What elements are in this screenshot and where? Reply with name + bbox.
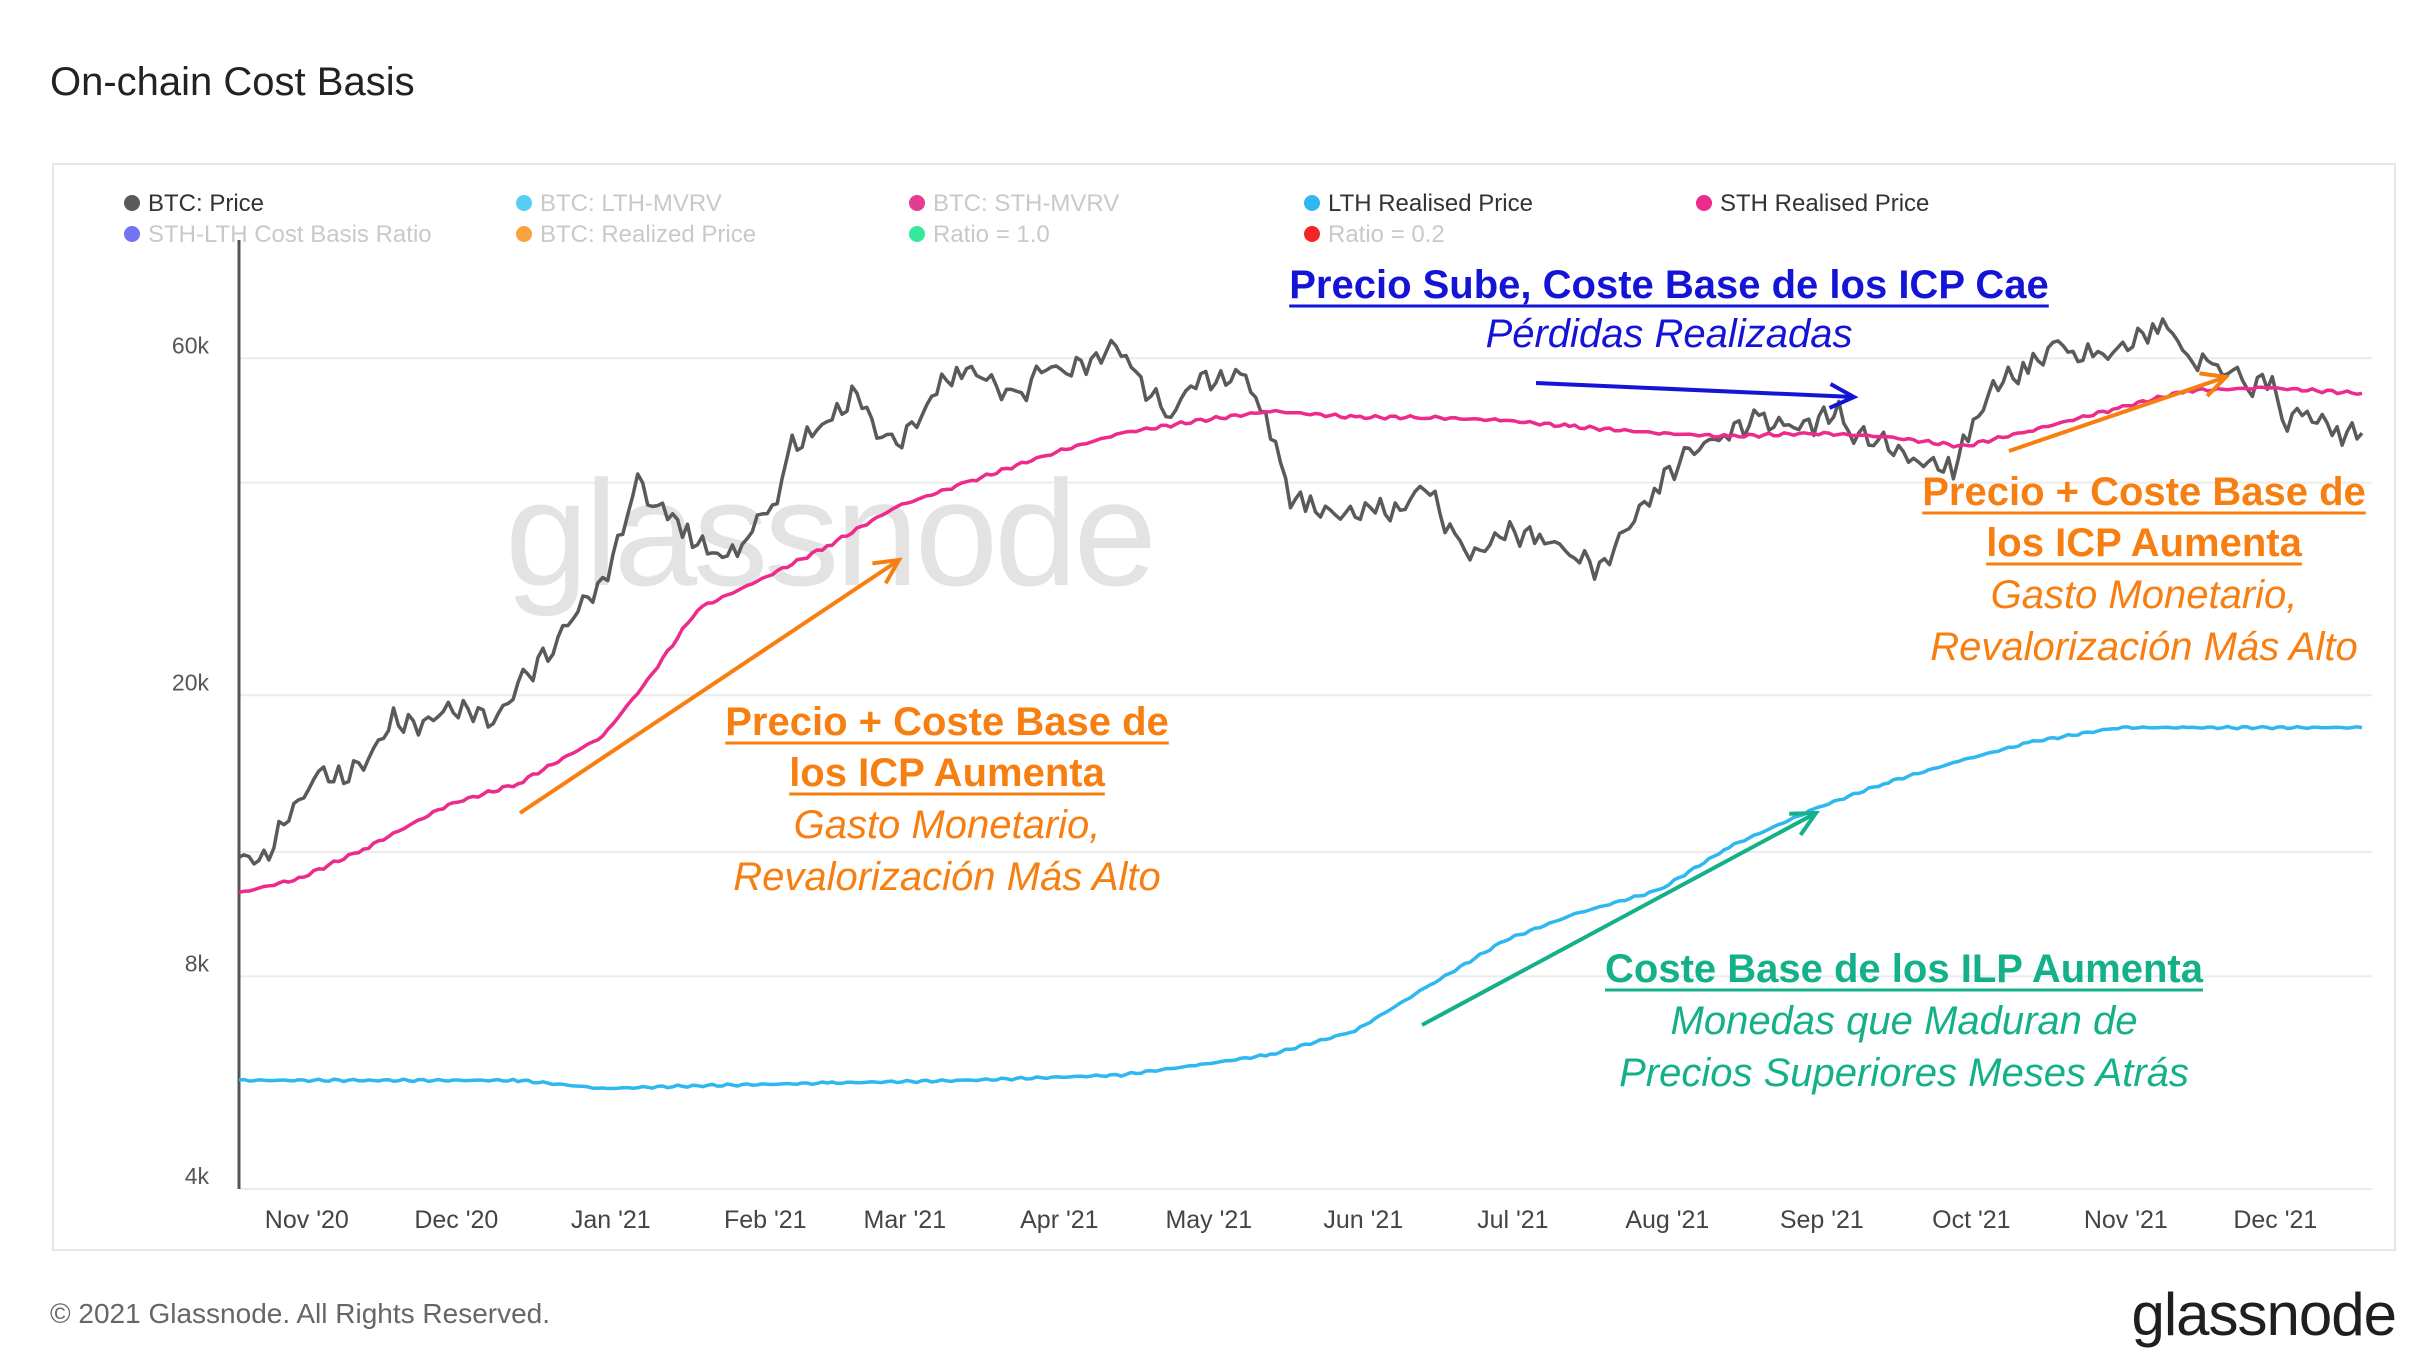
x-tick-label: Jun '21 <box>1323 1206 1403 1234</box>
y-tick-label: 4k <box>185 1163 210 1189</box>
annotation-orange-right-arrow <box>2008 375 2227 453</box>
legend-label: BTC: Price <box>148 190 264 217</box>
series-line-2 <box>238 724 2363 1091</box>
annotation-blue-arrow-head <box>1828 382 1859 410</box>
annotation-orange-left-arrow <box>518 558 901 815</box>
annotation-orange-right-text-2: Revalorización Más Alto <box>1930 625 2358 669</box>
x-tick-label: Mar '21 <box>864 1206 947 1234</box>
annotation-green-text-1: Monedas que Maduran de <box>1671 999 2138 1043</box>
annotation-green-arrow <box>1421 811 1817 1027</box>
x-tick-label: Nov '20 <box>265 1206 349 1234</box>
legend-dot-icon <box>909 226 925 242</box>
x-tick-label: Dec '21 <box>2233 1206 2317 1234</box>
legend-item[interactable]: LTH Realised Price <box>1304 190 1533 217</box>
legend-label: STH-LTH Cost Basis Ratio <box>148 221 432 248</box>
x-tick-label: Jan '21 <box>571 1206 651 1234</box>
grid <box>239 357 2372 1190</box>
annotation-blue-subtitle: Pérdidas Realizadas <box>1486 312 1853 356</box>
annotation-green-arrow-head <box>1789 810 1820 837</box>
legend-label: BTC: Realized Price <box>540 221 756 248</box>
annotation-orange-right-text-1: Gasto Monetario, <box>1991 573 2298 617</box>
legend-label: Ratio = 0.2 <box>1328 221 1445 248</box>
series <box>238 317 2364 1091</box>
page-title: On-chain Cost Basis <box>50 60 415 104</box>
x-tick-label: Sep '21 <box>1780 1206 1864 1234</box>
legend-label: STH Realised Price <box>1720 190 1929 217</box>
legend-item[interactable]: Ratio = 0.2 <box>1304 221 1445 248</box>
x-tick-label: May '21 <box>1165 1206 1252 1234</box>
legend-dot-icon <box>124 195 140 211</box>
legend-item[interactable]: BTC: LTH-MVRV <box>516 190 722 217</box>
annotation-orange-right-title-1: Precio + Coste Base de <box>1922 470 2366 514</box>
x-tick-label: Apr '21 <box>1020 1206 1098 1234</box>
annotation-orange-right-arrow-head <box>2199 371 2231 398</box>
footer-copyright: © 2021 Glassnode. All Rights Reserved. <box>50 1298 551 1329</box>
y-tick-label: 8k <box>185 950 210 976</box>
legend-label: BTC: STH-MVRV <box>933 190 1119 217</box>
legend-label: LTH Realised Price <box>1328 190 1533 217</box>
legend-label: BTC: LTH-MVRV <box>540 190 722 217</box>
footer-logo: glassnode <box>2131 1281 2397 1348</box>
annotation-green-text-2: Precios Superiores Meses Atrás <box>1619 1051 2189 1095</box>
legend-item[interactable]: STH Realised Price <box>1696 190 1929 217</box>
legend-item[interactable]: BTC: STH-MVRV <box>909 190 1119 217</box>
annotations: Precio Sube, Coste Base de los ICP Cae Pé… <box>518 263 2366 1095</box>
x-tick-label: Nov '21 <box>2084 1206 2168 1234</box>
series-line-0 <box>238 317 2364 866</box>
y-tick-label: 60k <box>172 332 210 358</box>
annotation-orange-left-text-1: Gasto Monetario, <box>794 803 1101 847</box>
series-line-1 <box>238 385 2363 895</box>
annotation-orange-left-title-1: Precio + Coste Base de <box>725 700 1169 744</box>
legend-dot-icon <box>909 195 925 211</box>
legend-item[interactable]: STH-LTH Cost Basis Ratio <box>124 221 432 248</box>
legend-item[interactable]: BTC: Realized Price <box>516 221 756 248</box>
x-tick-label: Aug '21 <box>1625 1206 1709 1234</box>
x-tick-label: Jul '21 <box>1477 1206 1548 1234</box>
annotation-orange-left-text-2: Revalorización Más Alto <box>733 855 1161 899</box>
legend-label: Ratio = 1.0 <box>933 221 1050 248</box>
x-tick-label: Oct '21 <box>1932 1206 2010 1234</box>
annotation-blue-title: Precio Sube, Coste Base de los ICP Cae <box>1289 263 2049 307</box>
legend-dot-icon <box>516 195 532 211</box>
x-tick-label: Dec '20 <box>414 1206 498 1234</box>
annotation-green-title: Coste Base de los ILP Aumenta <box>1605 947 2204 991</box>
legend-item[interactable]: BTC: Price <box>124 190 264 217</box>
axes: 4k 8k 20k 60k Nov '20 Dec '20 Jan '21 Feb '21 Ma… <box>172 240 2317 1234</box>
annotation-orange-right-title-2: los ICP Aumenta <box>1986 521 2302 565</box>
legend-item[interactable]: Ratio = 1.0 <box>909 221 1050 248</box>
x-tick-label: Feb '21 <box>724 1206 807 1234</box>
chart: BTC: Price BTC: LTH-MVRV BTC: STH-MVRV LTH … <box>124 190 2372 1234</box>
legend-dot-icon <box>516 226 532 242</box>
legend: BTC: Price BTC: LTH-MVRV BTC: STH-MVRV LTH … <box>124 190 1929 248</box>
watermark-logo: glassnode <box>505 449 1153 617</box>
legend-dot-icon <box>1304 226 1320 242</box>
y-tick-label: 20k <box>172 669 210 695</box>
legend-dot-icon <box>124 226 140 242</box>
annotation-orange-left-arrow-head <box>872 557 903 585</box>
legend-dot-icon <box>1696 195 1712 211</box>
annotation-blue-arrow <box>1535 381 1855 399</box>
legend-dot-icon <box>1304 195 1320 211</box>
chart-frame: BTC: Price BTC: LTH-MVRV BTC: STH-MVRV LTH … <box>52 163 2396 1251</box>
annotation-orange-left-title-2: los ICP Aumenta <box>789 751 1105 795</box>
